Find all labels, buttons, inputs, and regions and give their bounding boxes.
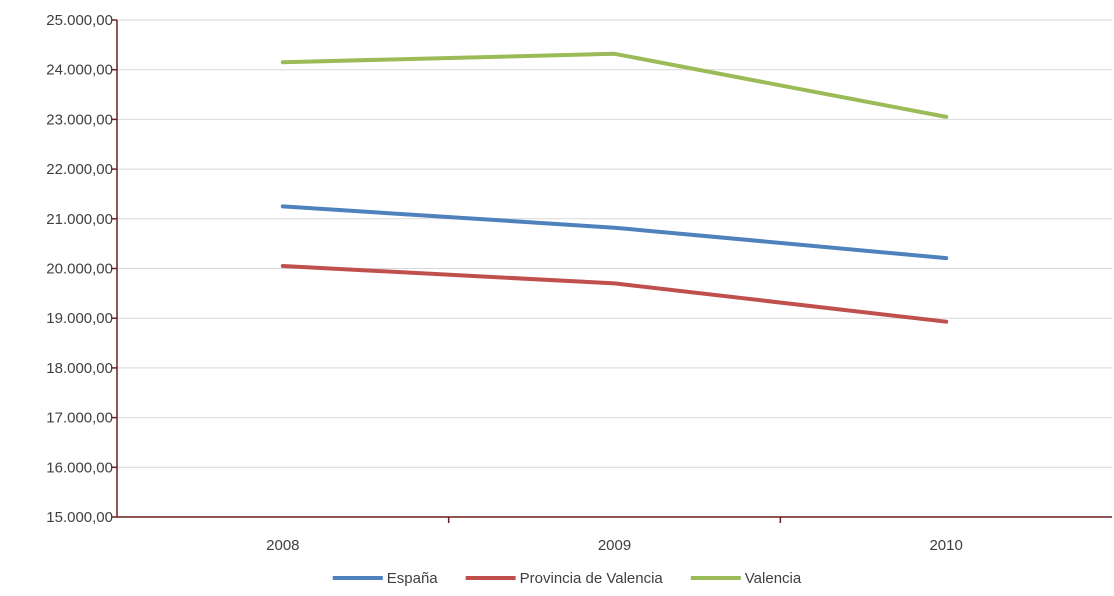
y-tick-label: 22.000,00	[46, 161, 113, 178]
y-tick-label: 23.000,00	[46, 111, 113, 128]
y-tick-label: 18.000,00	[46, 360, 113, 377]
x-tick-label: 2010	[929, 537, 962, 554]
y-tick-label: 16.000,00	[46, 459, 113, 476]
series-line	[280, 204, 949, 261]
y-tick-labels: 15.000,00 16.000,00 17.000,00 18.000,00 19.0…	[46, 12, 113, 526]
axes	[112, 19, 1112, 523]
legend-label: Valencia	[745, 570, 802, 587]
x-tick-label: 2009	[598, 537, 631, 554]
gridlines	[117, 19, 1112, 468]
y-tick-label: 19.000,00	[46, 310, 113, 327]
y-tick-label: 21.000,00	[46, 211, 113, 228]
y-tick-label: 20.000,00	[46, 261, 113, 278]
legend-label: Provincia de Valencia	[520, 570, 664, 587]
y-tick-label: 24.000,00	[46, 62, 113, 79]
x-tick-label: 2008	[266, 537, 299, 554]
legend-label: España	[387, 570, 439, 587]
series-lines	[280, 51, 949, 324]
series-line	[280, 51, 949, 119]
y-tick-label: 25.000,00	[46, 12, 113, 29]
legend: España Provincia de Valencia Valencia	[332, 570, 802, 587]
x-tick-labels: 2008 2009 2010	[266, 537, 963, 554]
y-tick-label: 17.000,00	[46, 410, 113, 427]
y-tick-label: 15.000,00	[46, 509, 113, 526]
series-line	[280, 264, 949, 324]
